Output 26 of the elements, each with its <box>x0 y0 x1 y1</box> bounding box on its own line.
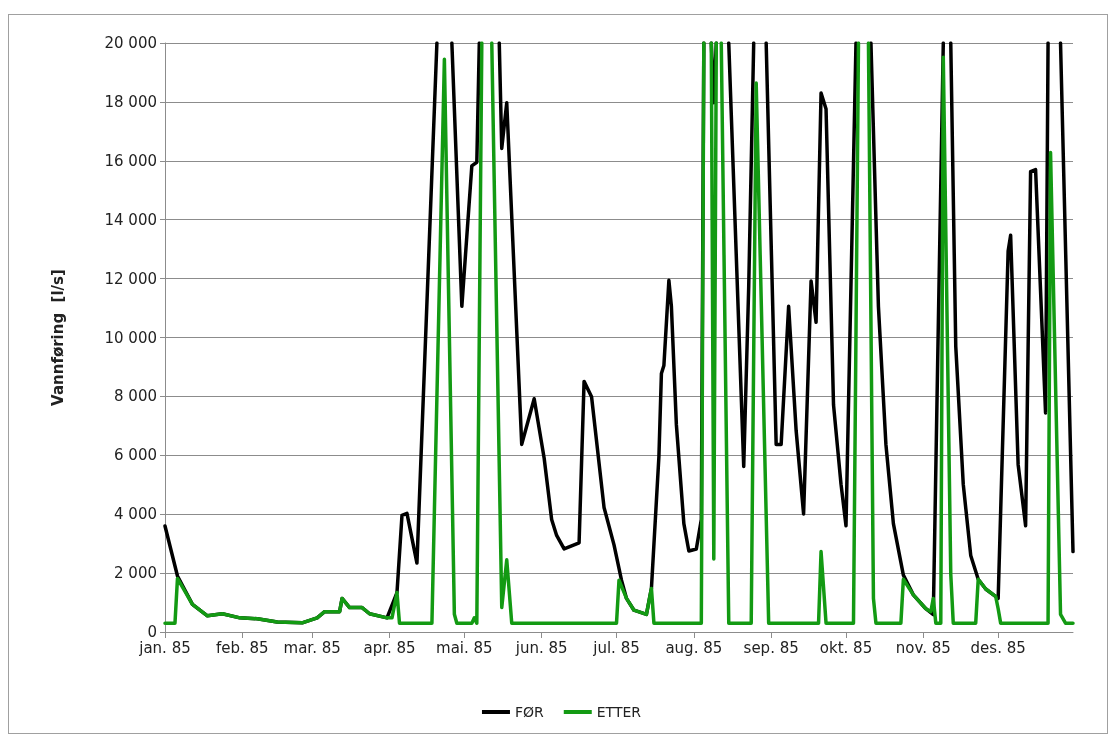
y-tick-label: 14 000 <box>104 210 157 229</box>
y-tick-label: 12 000 <box>104 269 157 288</box>
y-tick-label: 2 000 <box>114 564 157 583</box>
y-tick-label: 6 000 <box>114 446 157 465</box>
x-tick-label: mai. 85 <box>436 638 493 657</box>
x-tick-label: aug. 85 <box>665 638 723 657</box>
x-tick-label: jan. 85 <box>138 638 191 657</box>
x-tick-label: jul. 85 <box>592 638 640 657</box>
y-tick-label: 16 000 <box>104 151 157 170</box>
x-tick-label: apr. 85 <box>363 638 416 657</box>
y-tick-label: 4 000 <box>114 505 157 524</box>
x-tick-label: nov. 85 <box>895 638 951 657</box>
x-tick-label: okt. 85 <box>819 638 873 657</box>
x-tick-label: feb. 85 <box>216 638 269 657</box>
y-tick-label: 20 000 <box>104 34 157 52</box>
y-axis-title: Vannføring [l/s] <box>48 269 67 406</box>
x-tick-label: mar. 85 <box>283 638 341 657</box>
y-tick-label: 8 000 <box>114 387 157 406</box>
y-tick-label: 0 <box>147 623 157 641</box>
x-tick-label: sep. 85 <box>743 638 799 657</box>
legend-label: ETTER <box>596 704 642 720</box>
legend-label: FØR <box>514 704 545 720</box>
x-tick-label: jun. 85 <box>514 638 568 657</box>
y-tick-label: 18 000 <box>104 92 157 111</box>
y-tick-label: 10 000 <box>104 328 157 347</box>
x-tick-label: des. 85 <box>970 638 1026 657</box>
